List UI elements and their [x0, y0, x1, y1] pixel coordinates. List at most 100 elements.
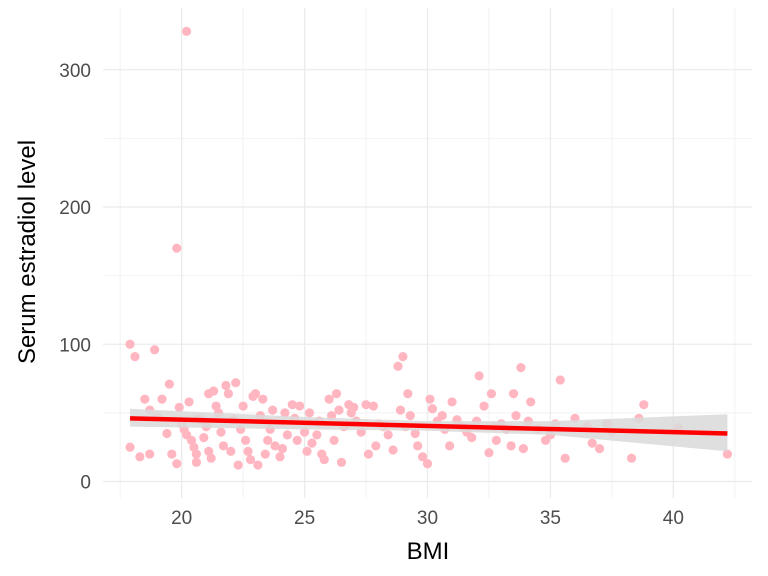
data-point — [218, 441, 229, 451]
data-point — [555, 375, 565, 385]
data-point — [319, 454, 329, 465]
data-point — [125, 339, 135, 349]
data-point — [413, 441, 423, 451]
data-points — [125, 26, 733, 470]
data-point — [427, 404, 438, 414]
data-point — [245, 454, 256, 465]
data-point — [130, 352, 140, 362]
y-axis-title: Serum estradiol level — [14, 140, 41, 364]
data-point — [172, 243, 182, 253]
regression-line-group — [129, 416, 728, 436]
data-point — [164, 379, 174, 389]
data-point — [587, 438, 597, 448]
y-tick-label: 100 — [59, 335, 91, 356]
data-point — [506, 441, 516, 451]
data-point — [422, 459, 433, 469]
data-point — [508, 389, 519, 399]
data-point — [447, 397, 457, 407]
data-point — [410, 428, 420, 439]
data-point — [270, 441, 280, 451]
data-point — [594, 443, 605, 454]
data-point — [280, 408, 290, 418]
data-point — [233, 460, 243, 470]
data-point — [349, 402, 359, 413]
data-point — [334, 405, 344, 415]
data-point — [181, 26, 192, 36]
data-point — [417, 452, 428, 462]
data-point — [238, 401, 248, 411]
data-point — [282, 430, 292, 440]
data-point — [174, 402, 184, 413]
x-axis-title: BMI — [407, 538, 450, 565]
data-point — [403, 389, 413, 399]
data-point — [639, 400, 649, 410]
y-tick-labels: 0 100 200 300 — [59, 61, 91, 494]
data-point — [172, 459, 182, 469]
data-point — [474, 371, 484, 381]
regression-line — [129, 416, 728, 436]
data-point — [479, 401, 489, 411]
y-tick-label: 300 — [59, 61, 91, 82]
data-point — [383, 430, 393, 440]
data-point — [167, 449, 177, 459]
x-tick-label: 40 — [663, 508, 684, 529]
data-point — [260, 449, 270, 459]
data-point — [268, 405, 278, 415]
data-point — [263, 435, 273, 445]
data-point — [467, 433, 477, 443]
major-gridlines — [103, 8, 752, 498]
confidence-band — [130, 408, 728, 452]
data-point — [484, 448, 494, 458]
data-point — [336, 457, 347, 467]
data-point — [307, 438, 317, 448]
data-point — [626, 453, 637, 463]
data-point — [437, 411, 447, 421]
data-point — [511, 411, 521, 421]
x-tick-labels: 20 25 30 35 40 — [171, 508, 684, 529]
data-point — [250, 389, 261, 399]
x-tick-label: 30 — [417, 508, 438, 529]
y-tick-label: 200 — [59, 198, 91, 219]
x-tick-label: 20 — [171, 508, 192, 529]
data-point — [135, 452, 145, 462]
data-point — [393, 361, 403, 371]
data-point — [295, 401, 305, 411]
data-point — [526, 397, 536, 407]
data-point — [371, 441, 381, 451]
data-point — [445, 441, 455, 451]
x-tick-label: 35 — [540, 508, 561, 529]
data-point — [299, 427, 310, 437]
data-point — [363, 449, 374, 459]
data-point — [560, 453, 570, 463]
data-point — [216, 427, 226, 437]
data-point — [199, 433, 209, 443]
data-point — [388, 445, 398, 455]
data-point — [486, 389, 497, 399]
data-point — [221, 380, 231, 391]
data-point — [253, 460, 263, 470]
data-point — [240, 435, 251, 445]
data-point — [425, 394, 435, 404]
data-point — [125, 442, 135, 452]
data-point — [329, 435, 339, 445]
data-point — [287, 400, 297, 410]
data-point — [331, 389, 342, 399]
data-point — [191, 449, 202, 459]
data-point — [209, 386, 219, 396]
data-point — [150, 345, 160, 355]
data-point — [140, 394, 150, 404]
data-point — [191, 457, 202, 467]
data-point — [304, 408, 315, 418]
data-point — [157, 394, 167, 404]
data-point — [516, 363, 526, 373]
data-point — [398, 352, 408, 362]
data-point — [395, 405, 406, 415]
data-point — [368, 401, 379, 411]
data-point — [275, 452, 285, 462]
data-point — [361, 400, 371, 410]
data-point — [722, 449, 733, 459]
data-point — [258, 394, 268, 404]
data-point — [145, 449, 155, 459]
data-point — [277, 443, 288, 454]
